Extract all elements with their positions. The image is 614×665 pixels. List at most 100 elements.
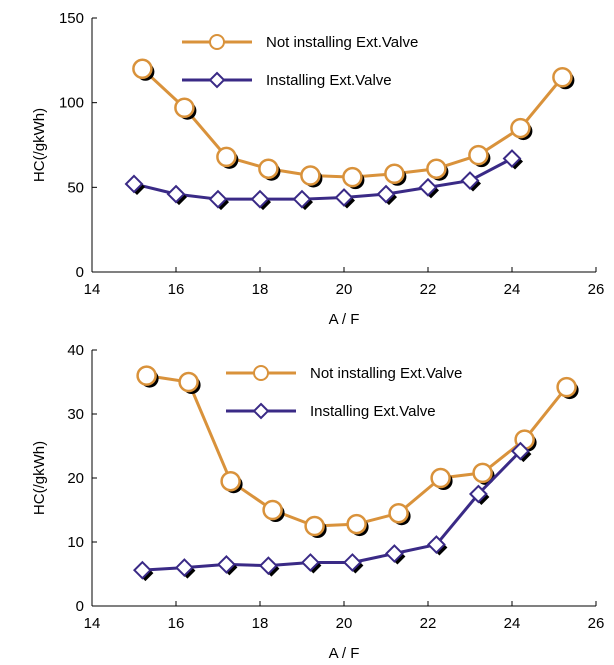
circle-marker [216, 146, 237, 168]
legend-diamond-icon [252, 402, 270, 420]
diamond-marker [174, 558, 194, 578]
data-point [292, 189, 313, 211]
circle-marker [174, 97, 195, 118]
data-point [136, 365, 159, 388]
circle-marker [472, 462, 493, 484]
diamond-marker [468, 484, 488, 504]
circle-marker [304, 515, 325, 537]
circle-marker [384, 163, 405, 185]
legend-circle-icon [253, 365, 269, 381]
legend-item: Not installing Ext.Valve [226, 365, 462, 382]
data-point [304, 515, 327, 538]
data-point [418, 177, 439, 199]
data-point [132, 560, 154, 582]
data-point [460, 171, 481, 192]
legend-item: Installing Ext.Valve [182, 71, 392, 89]
circle-marker [430, 467, 451, 489]
diamond-marker [300, 553, 320, 572]
circle-marker [346, 513, 367, 535]
x-tick-label: 20 [336, 615, 353, 632]
data-point [208, 189, 229, 211]
legend: Not installing Ext.Valve Installing Ext.V… [226, 365, 462, 420]
series-2 [132, 441, 532, 582]
legend-circle-icon [209, 34, 225, 50]
diamond-marker [460, 171, 480, 190]
diamond-marker [216, 554, 236, 574]
data-point [468, 144, 491, 168]
x-axis-title: A / F [329, 645, 360, 662]
data-point [510, 117, 533, 141]
circle-marker [262, 499, 283, 521]
x-tick-label: 14 [84, 615, 101, 632]
diamond-marker [208, 189, 228, 209]
circle-marker [468, 144, 489, 166]
diamond-marker [510, 441, 530, 461]
x-tick-label: 16 [168, 281, 185, 298]
x-tick-label: 24 [504, 281, 521, 298]
data-point [556, 376, 579, 400]
data-point [250, 189, 271, 211]
data-point [468, 484, 490, 505]
circle-marker [132, 58, 153, 80]
diamond-marker [166, 184, 186, 204]
circle-marker [342, 166, 363, 188]
data-point [258, 556, 280, 577]
circle-marker [220, 470, 241, 492]
data-point [426, 535, 448, 556]
data-point [388, 502, 411, 526]
data-point [346, 513, 369, 537]
x-tick-label: 18 [252, 615, 269, 632]
legend-label: Not installing Ext.Valve [266, 34, 418, 51]
y-tick-label: 40 [67, 342, 84, 359]
circle-marker [300, 165, 321, 186]
diamond-marker [132, 560, 152, 580]
x-tick-label: 14 [84, 281, 101, 298]
data-point [342, 166, 365, 190]
data-point [174, 97, 197, 120]
circle-marker [510, 117, 531, 139]
x-tick-label: 20 [336, 281, 353, 298]
x-tick-label: 16 [168, 615, 185, 632]
x-tick-label: 22 [420, 281, 437, 298]
circle-marker [552, 67, 573, 88]
chart-2: 0 10 20 30 40 14 16 18 20 22 24 26 A / F HC(/gkWh) Not… [31, 342, 604, 662]
data-point [342, 553, 364, 574]
data-point [426, 158, 449, 181]
data-point [216, 146, 239, 169]
series-line [133, 157, 513, 201]
chart-1: 0 50 100 150 14 16 18 20 22 24 26 A / F HC(/gkWh) Not… [31, 10, 604, 328]
series-2 [124, 149, 523, 211]
data-point [300, 553, 322, 574]
y-axis-title: HC(/gkWh) [31, 108, 48, 182]
data-point [334, 188, 355, 209]
series-line [142, 450, 522, 572]
data-point [262, 499, 285, 522]
data-point [178, 371, 201, 394]
circle-marker [258, 158, 279, 179]
y-tick-label: 0 [76, 598, 84, 615]
legend-item: Not installing Ext.Valve [182, 34, 418, 51]
legend-diamond-icon [208, 71, 226, 89]
diamond-marker [124, 174, 144, 194]
y-tick-label: 0 [76, 264, 84, 281]
x-tick-label: 24 [504, 615, 521, 632]
legend-item: Installing Ext.Valve [226, 402, 436, 420]
x-tick-label: 22 [420, 615, 437, 632]
diamond-marker [292, 189, 312, 209]
diamond-marker [334, 188, 354, 207]
circle-marker [388, 502, 409, 524]
circle-marker [136, 365, 157, 386]
diamond-marker [376, 184, 396, 204]
x-axis-title: A / F [329, 311, 360, 328]
y-tick-label: 30 [67, 406, 84, 423]
data-point [300, 165, 323, 188]
legend-label: Not installing Ext.Valve [310, 365, 462, 382]
x-tick-label: 26 [588, 615, 605, 632]
data-point [552, 67, 575, 90]
diamond-marker [426, 535, 446, 554]
diamond-marker [418, 177, 438, 197]
data-point [384, 544, 406, 565]
circle-marker [556, 376, 577, 398]
y-tick-label: 10 [67, 534, 84, 551]
